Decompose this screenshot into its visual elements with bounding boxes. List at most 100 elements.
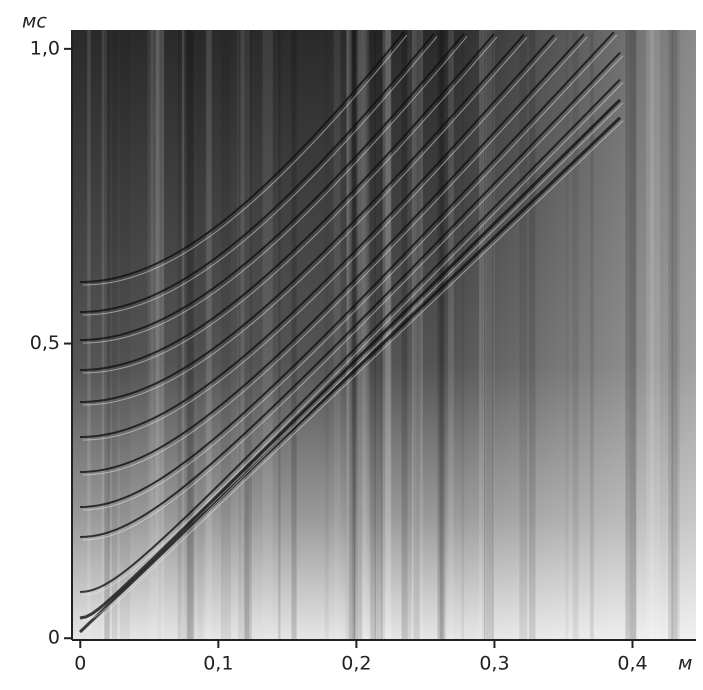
photo-stripe [240, 30, 250, 640]
photo-stripe [104, 30, 110, 640]
record-trace [79, 32, 435, 313]
photo-stripe [356, 30, 367, 640]
record-trace-light [82, 55, 624, 541]
photo-stripe [370, 30, 377, 640]
photo-stripe [482, 30, 485, 640]
photo-stripe [483, 30, 487, 640]
photo-stripe [244, 30, 250, 640]
photo-stripe [111, 30, 118, 640]
photo-stripe [181, 30, 185, 640]
x-tick-label: 0,3 [479, 653, 509, 675]
photo-stripe [188, 30, 194, 640]
photo-stripe [625, 30, 636, 640]
photo-stripe [672, 30, 680, 640]
photo-stripe [101, 30, 108, 640]
photo-stripe [670, 30, 678, 640]
y-tick-label: 0,5 [30, 332, 60, 354]
photo-stripe [646, 30, 654, 640]
record-trace-light [82, 36, 588, 476]
photo-stripe [244, 30, 252, 640]
photo-stripe [374, 30, 379, 640]
photo-stripe [346, 30, 350, 640]
photo-stripe [412, 30, 424, 640]
photo-stripe [156, 30, 161, 640]
photo-stripe [87, 30, 91, 640]
photo-stripe [177, 30, 180, 640]
photo-stripe [220, 30, 231, 640]
photo-stripe [353, 30, 363, 640]
record-trace-light [82, 36, 498, 374]
photo-stripe [385, 30, 392, 640]
record-trace-light [82, 34, 618, 511]
photo-stripe [120, 30, 131, 640]
photo-stripe [572, 30, 579, 640]
record-trace-light [82, 34, 408, 286]
x-tick-label: 0,2 [341, 653, 371, 675]
record-trace [78, 116, 622, 634]
photo-stripe [565, 30, 569, 640]
record-trace [79, 78, 621, 593]
photo-stripe [448, 30, 454, 640]
photo-stripe [206, 30, 212, 640]
photo-stripe [345, 30, 356, 640]
photo-stripe [333, 30, 341, 640]
photographic-record [72, 30, 696, 640]
photo-stripe [406, 30, 412, 640]
record-trace [79, 33, 585, 473]
photo-stripe [461, 30, 465, 640]
y-tick-label: 0 [48, 627, 60, 649]
record-trace-light [82, 36, 468, 344]
photo-stripe [401, 30, 408, 640]
record-trace-light [82, 36, 438, 316]
photo-stripe [629, 30, 638, 640]
record-trace [79, 34, 555, 438]
record-trace [79, 33, 495, 371]
photo-stripe [196, 30, 204, 640]
photo-stripe [324, 30, 329, 640]
photo-stripe [413, 30, 419, 640]
x-tick-label: 0 [74, 653, 86, 675]
photo-stripe [485, 30, 492, 640]
photo-stripe [291, 30, 297, 640]
photo-stripe [147, 30, 154, 640]
photo-stripe [358, 30, 369, 640]
record-trace [79, 33, 525, 403]
photo-stripe [150, 30, 160, 640]
y-tick-label: 1,0 [30, 37, 60, 59]
photo-stripe [346, 30, 352, 640]
photo-stripe [484, 30, 494, 640]
photo-stripe [407, 30, 417, 640]
record-trace-light [82, 82, 624, 596]
photo-stripe [439, 30, 446, 640]
record-trace [79, 98, 622, 620]
record-trace [79, 31, 405, 283]
record-trace [79, 52, 621, 538]
x-axis-label: м [678, 653, 692, 675]
y-axis-label: мс [22, 11, 47, 33]
record-trace [79, 32, 465, 341]
record-trace-light [82, 102, 624, 622]
record-trace [79, 31, 615, 508]
photo-stripe [155, 30, 165, 640]
photo-stripe [151, 30, 160, 640]
x-tick-label: 0,1 [203, 653, 233, 675]
photo-stripe [356, 30, 364, 640]
photo-stripe [479, 30, 485, 640]
x-tick-label: 0,4 [617, 653, 647, 675]
photo-stripe [178, 30, 190, 640]
photo-stripe [668, 30, 673, 640]
photo-stripe [418, 30, 421, 640]
photo-stripe [437, 30, 444, 640]
record-trace-light [82, 120, 624, 636]
record-trace-light [82, 37, 528, 406]
photo-stripe [278, 30, 281, 640]
photo-stripe [186, 30, 195, 640]
photo-stripe [491, 30, 495, 640]
record-trace-light [82, 37, 558, 441]
photo-stripe [590, 30, 594, 640]
photo-stripe [519, 30, 528, 640]
photo-stripe [529, 30, 536, 640]
photo-stripe [238, 30, 250, 640]
photo-stripe [650, 30, 661, 640]
